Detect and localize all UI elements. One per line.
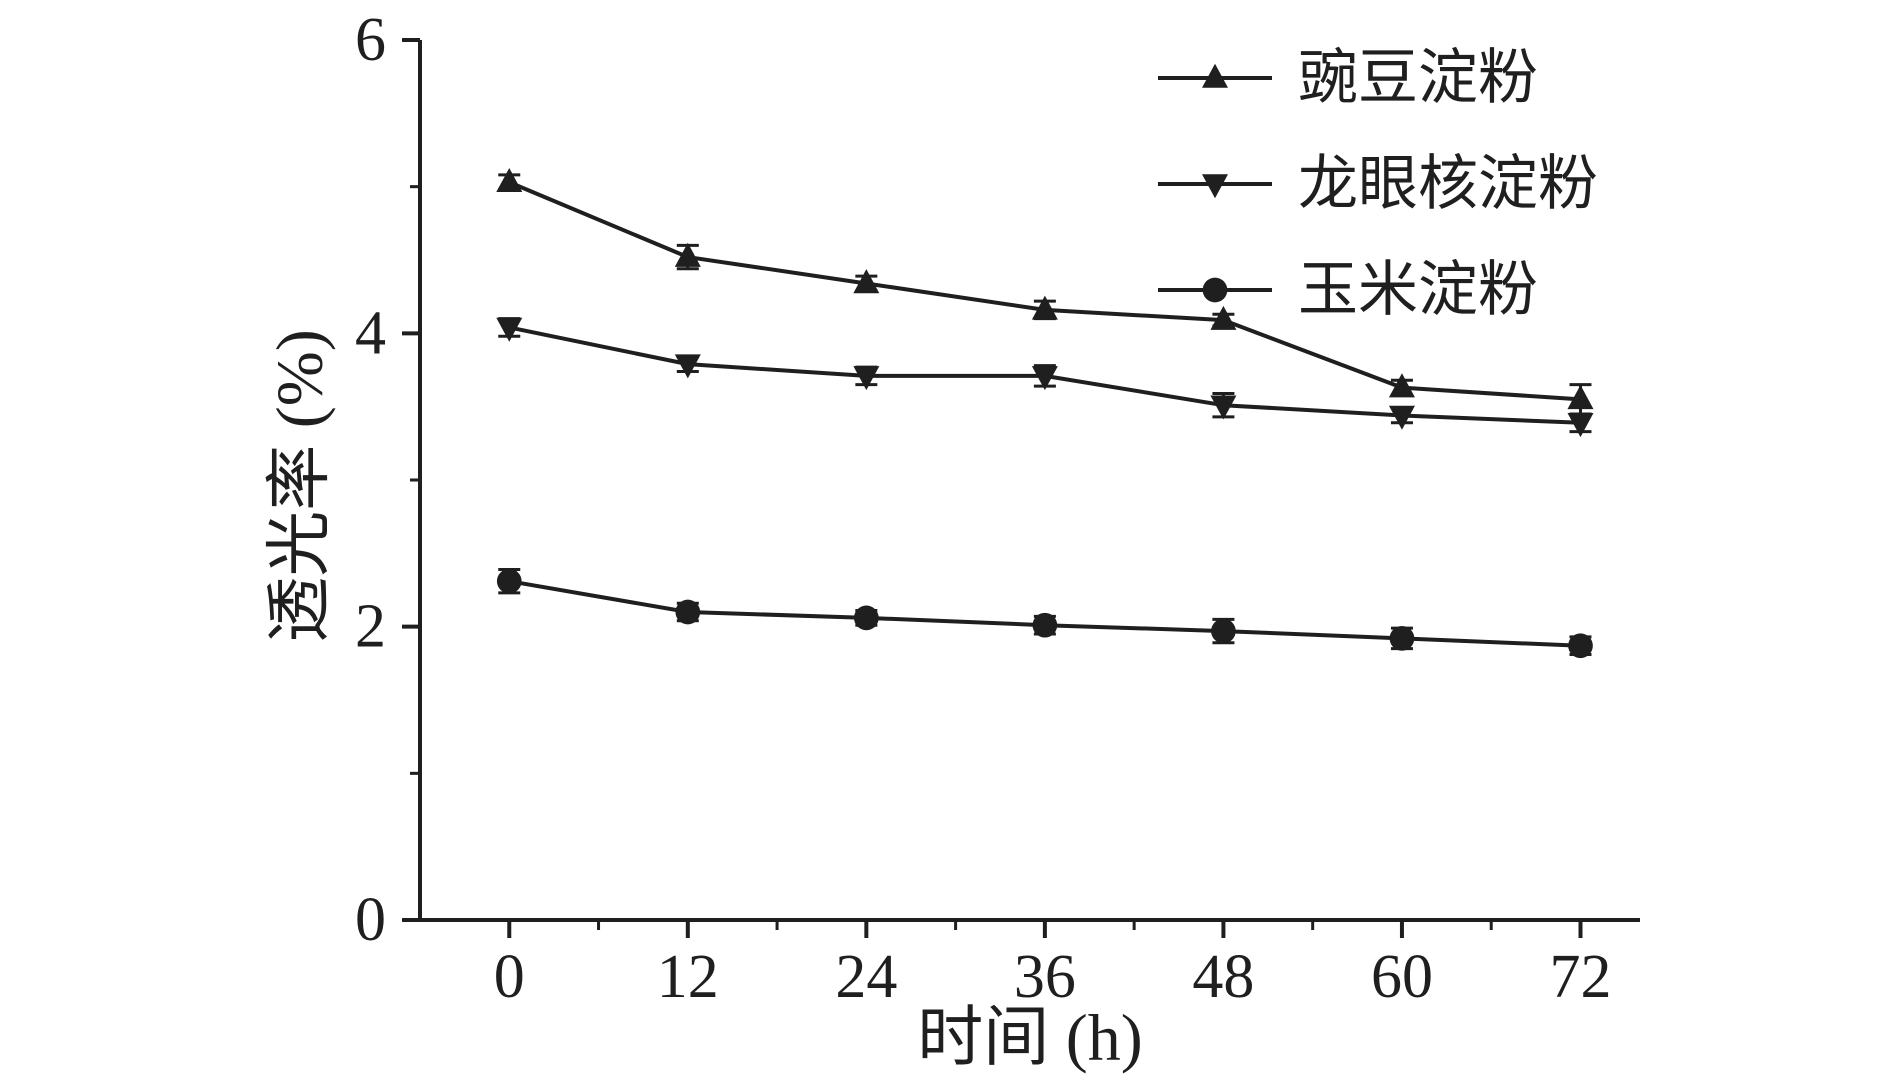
x-tick-label: 12 [657,943,719,1011]
triangle-up-marker [1031,295,1058,320]
circle-marker [1568,633,1593,659]
y-tick-label: 6 [355,6,386,74]
triangle-up-marker [674,242,701,267]
triangle-down-marker [1210,395,1237,420]
series-3 [496,567,1593,659]
triangle-up-marker [1567,385,1594,410]
x-axis-title: 时间 (h) [917,1002,1142,1075]
series-1 [496,167,1594,416]
y-axis-title: 透光率 (%) [264,329,337,642]
triangle-down-marker [1031,366,1058,391]
circle-marker [675,599,701,625]
circle-marker [1211,618,1236,644]
triangle-down-marker [1388,405,1415,430]
circle-marker [1389,626,1415,651]
y-tick-label: 0 [355,886,386,954]
triangle-up-marker [1210,305,1237,330]
legend-label: 豌豆淀粉 [1298,45,1538,111]
triangle-up-marker [496,167,523,193]
triangle-up-marker [853,269,880,294]
circle-marker [496,568,522,594]
x-tick-label: 24 [835,943,897,1011]
legend-item: 龙眼核淀粉 [1158,151,1598,217]
triangle-up-marker [1202,63,1228,88]
x-tick-label: 48 [1192,943,1254,1011]
y-tick-label: 4 [355,299,386,367]
x-tick-label: 60 [1371,943,1433,1011]
x-tick-label: 0 [494,943,525,1011]
y-tick-label: 2 [355,593,386,661]
triangle-down-marker [496,317,523,342]
triangle-up-marker [1388,373,1415,398]
x-tick-label: 36 [1014,943,1076,1011]
legend-label: 玉米淀粉 [1298,257,1538,323]
circle-marker [1032,612,1058,638]
legend-label: 龙眼核淀粉 [1298,151,1598,217]
triangle-down-marker [674,354,701,379]
circle-marker [853,605,879,631]
series-2 [496,317,1594,438]
legend-item: 豌豆淀粉 [1158,45,1538,111]
legend-item: 玉米淀粉 [1158,257,1538,323]
triangle-down-marker [1567,413,1594,438]
triangle-down-marker [1202,174,1228,199]
circle-marker [1202,277,1228,303]
triangle-down-marker [853,366,880,391]
x-tick-label: 72 [1549,943,1611,1011]
